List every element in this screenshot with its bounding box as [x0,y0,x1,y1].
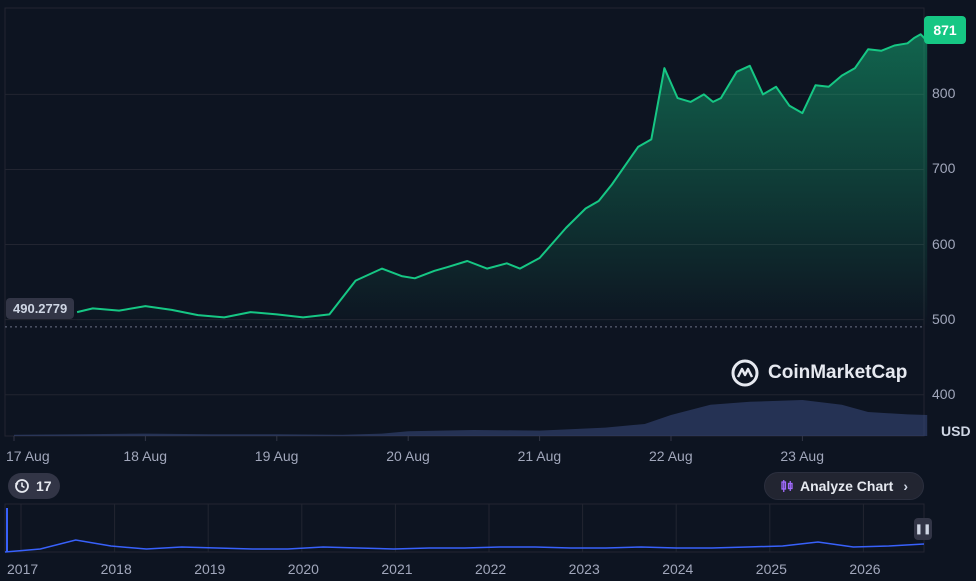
price-area [77,34,928,327]
candlestick-icon [781,480,793,492]
x-tick-label: 19 Aug [254,448,299,464]
y-tick-label: 800 [932,85,956,102]
y-tick-label: 500 [932,310,956,327]
navigator-line [4,539,925,553]
history-button[interactable]: 17 [8,473,60,499]
range-navigator[interactable] [0,500,976,560]
history-button-label: 17 [36,478,52,494]
navigator-year-label: 2023 [568,561,600,577]
y-tick-label: 400 [932,385,956,402]
x-tick-label: 21 Aug [517,448,562,464]
navigator-year-label: 2018 [100,561,132,577]
current-price-badge: 871 [924,16,966,44]
currency-label: USD [941,423,971,439]
x-tick-label: 23 Aug [780,448,824,464]
y-tick-label: 700 [932,160,956,177]
volume-area [14,400,928,436]
navigator-year-label: 2024 [662,561,694,577]
navigator-year-label: 2026 [849,561,881,577]
navigator-frame [4,503,925,553]
navigator-handle-icon[interactable]: ❚❚ [914,518,932,540]
navigator-year-label: 2022 [475,561,507,577]
navigator-year-label: 2020 [287,561,319,577]
coinmarketcap-logo-icon [731,359,759,387]
navigator-year-label: 2021 [381,561,413,577]
navigator-year-label: 2025 [755,561,787,577]
x-tick-label: 18 Aug [123,448,167,464]
navigator-year-label: 2017 [7,561,39,577]
analyze-chart-button[interactable]: Analyze Chart › [764,472,924,500]
watermark-text: CoinMarketCap [768,362,908,383]
x-tick-label: 20 Aug [386,448,430,464]
start-price-badge: 490.2779 [6,298,75,319]
chevron-right-icon: › [903,478,909,494]
x-tick-label: 22 Aug [649,448,693,464]
price-line [76,33,928,319]
navigator-year-label: 2019 [194,561,226,577]
x-tick-label: 17 Aug [6,448,50,464]
y-tick-label: 600 [932,235,956,252]
history-icon [15,479,29,493]
analyze-chart-label: Analyze Chart [799,478,894,494]
watermark: CoinMarketCap [730,358,907,388]
